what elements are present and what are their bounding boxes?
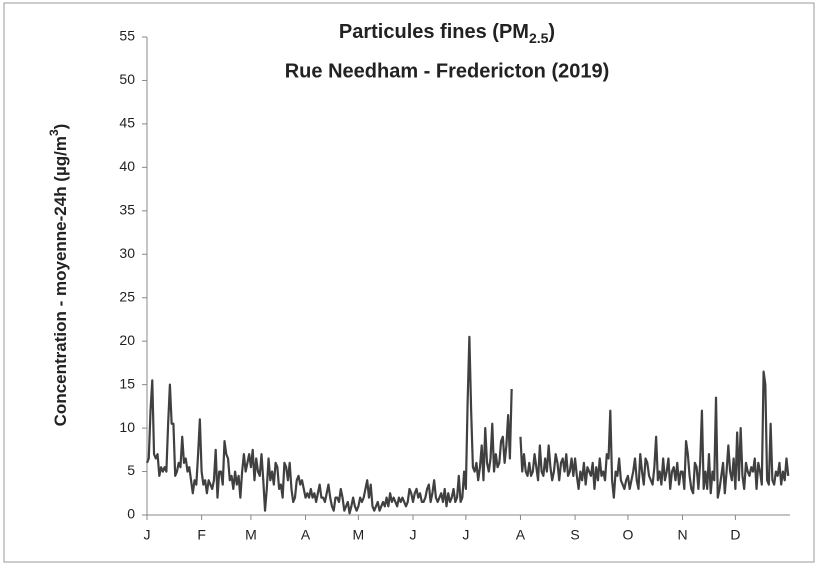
- chart-title: Particules fines (PM2.5): [339, 21, 555, 45]
- y-tick-label: 5: [127, 462, 135, 478]
- chart-subtitle: Rue Needham - Fredericton (2019): [285, 60, 610, 82]
- y-tick-label: 10: [119, 419, 135, 435]
- title-subscript: 2.5: [529, 30, 549, 46]
- x-tick-label: J: [462, 527, 469, 543]
- x-tick-label: D: [730, 527, 740, 543]
- y-tick-label: 25: [119, 288, 135, 304]
- x-tick-label: J: [410, 527, 417, 543]
- y-tick-label: 20: [119, 332, 135, 348]
- title-main: Particules fines (PM: [339, 21, 529, 43]
- x-tick-label: M: [353, 527, 365, 543]
- x-tick-label: A: [301, 527, 311, 543]
- ylabel-end: ): [51, 124, 70, 130]
- y-tick-label: 50: [119, 71, 135, 87]
- y-tick-label: 0: [127, 506, 135, 522]
- y-tick-label: 55: [119, 28, 135, 44]
- x-tick-label: M: [245, 527, 257, 543]
- ylabel-superscript: 3: [47, 129, 61, 136]
- x-tick-label: N: [677, 527, 687, 543]
- y-tick-label: 15: [119, 375, 135, 391]
- x-tick-label: A: [516, 527, 526, 543]
- y-tick-label: 45: [119, 115, 135, 131]
- y-axis-label: Concentration - moyenne-24h (µg/m3): [47, 124, 70, 427]
- y-tick-label: 30: [119, 245, 135, 261]
- chart-frame: [3, 2, 815, 563]
- y-tick-label: 35: [119, 202, 135, 218]
- data-line: [145, 335, 790, 515]
- x-tick-label: F: [197, 527, 206, 543]
- x-tick-label: S: [570, 527, 579, 543]
- ylabel-main: Concentration - moyenne-24h (µg/m: [51, 136, 70, 426]
- x-tick-label: O: [622, 527, 633, 543]
- title-end: ): [548, 21, 555, 43]
- x-tick-label: J: [144, 527, 151, 543]
- y-tick-label: 40: [119, 158, 135, 174]
